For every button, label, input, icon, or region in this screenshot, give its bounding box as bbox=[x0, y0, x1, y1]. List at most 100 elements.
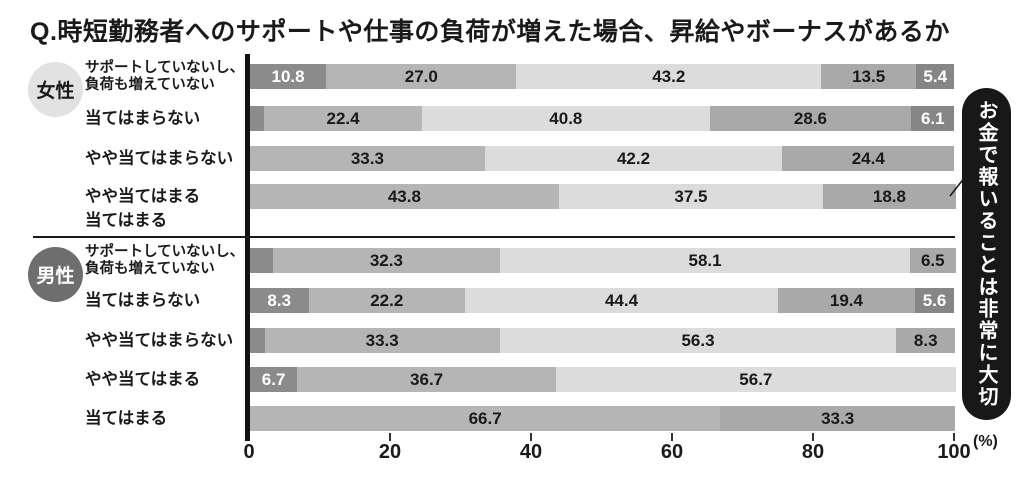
bar-segment bbox=[465, 288, 779, 313]
category-label: サポートしていないし、 負荷も増えていない bbox=[85, 59, 245, 93]
segment-value: 56.3 bbox=[681, 331, 715, 350]
stacked-bar: 10.8 27.0 43.2 13.5 5.4 bbox=[250, 64, 955, 89]
segment-value: 42.2 bbox=[616, 149, 651, 168]
bar-segment bbox=[308, 288, 465, 313]
segment-value: 13.5 bbox=[852, 67, 886, 86]
segment-value: 6.7 bbox=[261, 370, 286, 389]
axis-tick bbox=[671, 433, 673, 441]
bar-segment bbox=[272, 248, 501, 273]
segment-value: 22.4 bbox=[326, 109, 360, 128]
bar-segment bbox=[909, 248, 956, 273]
bar-segment bbox=[821, 64, 917, 89]
bar-segment bbox=[264, 106, 422, 131]
bar-segment bbox=[250, 146, 485, 171]
segment-value: 56.7 bbox=[739, 370, 773, 389]
segment-value: 28.6 bbox=[793, 109, 828, 128]
bar-segment bbox=[823, 184, 956, 209]
chart-row: 当てはまる bbox=[0, 208, 1023, 233]
bar-segment bbox=[250, 248, 273, 273]
bar-segment bbox=[264, 328, 500, 353]
bar-segment bbox=[250, 106, 265, 131]
axis-tick-label: 20 bbox=[378, 441, 402, 463]
axis-tick-label: 40 bbox=[519, 441, 543, 463]
chart-row: やや当てはまらない2.133.356.38.3 bbox=[0, 328, 1023, 353]
axis-tick bbox=[812, 433, 814, 441]
axis-tick bbox=[389, 433, 391, 441]
segment-value: 40.8 bbox=[549, 109, 583, 128]
stacked-bar: 2.022.440.828.66.1 bbox=[250, 106, 955, 131]
bar-segment bbox=[297, 367, 556, 392]
stacked-bar: 3.232.358.16.5 bbox=[250, 248, 956, 273]
chart-row: 当てはまらない 8.3 22.2 44.4 19.4 5.6 bbox=[0, 288, 1023, 313]
bar-segment bbox=[916, 64, 955, 89]
segment-value: 27.0 bbox=[404, 67, 438, 86]
segment-value: 6.5 bbox=[920, 251, 945, 270]
category-label: 当てはまらない bbox=[85, 109, 201, 127]
axis-tick-label: 60 bbox=[660, 441, 684, 463]
segment-value: 33.3 bbox=[821, 409, 855, 428]
stacked-bar: 33.3 42.2 24.4 bbox=[250, 146, 955, 171]
category-label: サポートしていないし、 負荷も増えていない bbox=[85, 243, 245, 277]
segment-value: 58.1 bbox=[688, 251, 722, 270]
chart-row: やや当てはまる 43.8 37.5 18.8 bbox=[0, 184, 1023, 209]
segment-value: 22.2 bbox=[370, 291, 404, 310]
bar-segment bbox=[422, 106, 710, 131]
segment-value: 66.7 bbox=[468, 409, 502, 428]
chart-row: 当てはまる 66.7 33.3 bbox=[0, 406, 1023, 431]
bar-segment bbox=[250, 184, 559, 209]
segment-value: 5.6 bbox=[922, 291, 947, 310]
axis-tick bbox=[530, 433, 532, 441]
category-label: やや当てはまらない bbox=[85, 149, 234, 167]
page-title: Q.時短勤務者へのサポートや仕事の負荷が増えた場合、昇給やボーナスがあるか bbox=[30, 18, 950, 46]
bar-segment bbox=[558, 184, 824, 209]
group-badge-male: 男性 bbox=[28, 247, 83, 302]
axis-line bbox=[245, 54, 250, 441]
bar-segment bbox=[250, 367, 298, 392]
segment-value: 33.3 bbox=[350, 149, 384, 168]
group-badge-female: 女性 bbox=[28, 62, 83, 117]
segment-value: 10.8 bbox=[271, 67, 305, 86]
category-label: やや当てはまる bbox=[85, 187, 201, 205]
bar-segment bbox=[499, 328, 897, 353]
bar-segment bbox=[914, 288, 955, 313]
bar-segment bbox=[720, 406, 955, 431]
bar-segment bbox=[484, 146, 783, 171]
segment-value: 18.8 bbox=[872, 187, 906, 206]
stacked-bar: 8.3 22.2 44.4 19.4 5.6 bbox=[250, 288, 955, 313]
bar-segment bbox=[896, 328, 955, 353]
category-label: 当てはまる bbox=[85, 211, 168, 229]
chart-row: やや当てはまらない 33.3 42.2 24.4 bbox=[0, 146, 1023, 171]
segment-value: 36.7 bbox=[410, 370, 444, 389]
bar-segment bbox=[911, 106, 955, 131]
segment-value: 24.4 bbox=[851, 149, 885, 168]
bar-segment bbox=[326, 64, 517, 89]
bar-segment bbox=[778, 288, 915, 313]
axis-tick-label: 0 bbox=[243, 441, 255, 463]
group-divider bbox=[33, 236, 955, 238]
bar-segment bbox=[250, 64, 327, 89]
segment-value: 43.2 bbox=[652, 67, 686, 86]
note-text: お金で報いることは非常に大切 bbox=[975, 100, 997, 408]
segment-value: 8.3 bbox=[913, 331, 938, 350]
axis-unit-label: (%) bbox=[973, 433, 998, 450]
chart-row: サポートしていないし、 負荷も増えていない 10.8 27.0 43.2 13.5 5.4 bbox=[0, 60, 1023, 93]
axis-tick-label: 100 bbox=[937, 441, 971, 463]
category-label: やや当てはまらない bbox=[85, 331, 234, 349]
stacked-bar: 2.133.356.38.3 bbox=[250, 328, 955, 353]
stacked-bar: 6.7 36.7 56.7 bbox=[250, 367, 956, 392]
axis-tick bbox=[953, 433, 955, 441]
segment-value: 8.3 bbox=[267, 291, 292, 310]
chart-row: やや当てはまる 6.7 36.7 56.7 bbox=[0, 367, 1023, 392]
bar-segment bbox=[250, 328, 265, 353]
stacked-bar: 66.7 33.3 bbox=[250, 406, 955, 431]
bar-segment bbox=[250, 288, 309, 313]
bar-segment bbox=[709, 106, 912, 131]
axis-tick-label: 80 bbox=[801, 441, 825, 463]
category-label: 当てはまる bbox=[85, 409, 168, 427]
segment-value: 43.8 bbox=[387, 187, 421, 206]
category-label: 当てはまらない bbox=[85, 291, 201, 309]
segment-value: 5.4 bbox=[923, 67, 948, 86]
